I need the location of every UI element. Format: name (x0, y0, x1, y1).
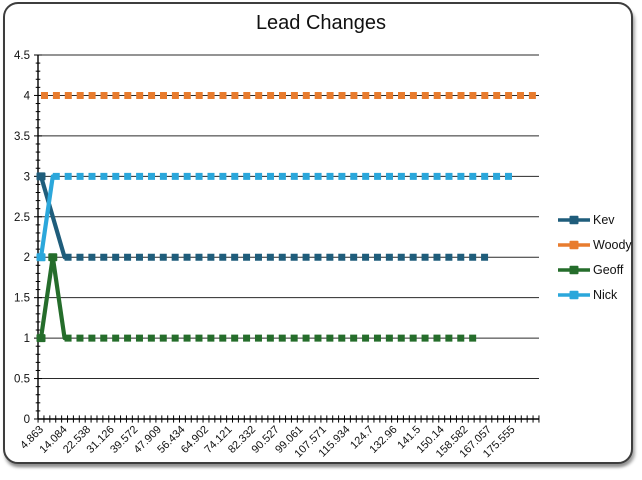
legend-swatch-line-marker-icon (557, 265, 591, 275)
chart-title: Lead Changes (0, 12, 642, 35)
legend-label: Kev (593, 213, 615, 227)
series-marker (37, 172, 46, 180)
legend-item-woody: Woody (557, 238, 639, 252)
legend-label: Nick (593, 288, 617, 302)
y-tick-label: 1.5 (14, 293, 30, 305)
series-nick (37, 176, 513, 261)
y-tick-label: 2.5 (14, 212, 30, 224)
series-marker (37, 253, 46, 261)
gridlines (38, 55, 539, 379)
y-tick-label: 3 (24, 171, 30, 183)
legend-swatch-line-marker-icon (557, 290, 591, 300)
y-axis-labels: 4.5 4 3.5 3 2.5 2 1.5 1 0.5 0 (14, 50, 31, 426)
legend-item-nick: Nick (557, 288, 639, 302)
series-kev (37, 172, 489, 257)
y-tick-label: 1 (24, 333, 30, 345)
legend-label: Woody (593, 238, 632, 252)
y-tick-label: 4.5 (14, 50, 30, 62)
legend-item-kev: Kev (557, 213, 639, 227)
y-tick-label: 0 (24, 414, 30, 426)
x-axis-labels: 4.86314.08422.53831.12639.57247.90956.43… (18, 424, 517, 461)
series-marker (48, 253, 57, 261)
y-tick-label: 2 (24, 252, 30, 264)
legend-label: Geoff (593, 263, 623, 277)
legend-swatch-line-marker-icon (557, 215, 591, 225)
legend-item-geoff: Geoff (557, 263, 639, 277)
y-tick-label: 4 (24, 90, 31, 102)
legend-swatch-line-marker-icon (557, 240, 591, 250)
y-tick-label: 3.5 (14, 131, 30, 143)
axes (38, 55, 539, 419)
legend: Kev Woody Geoff Nick (557, 213, 639, 313)
y-tick-label: 0.5 (14, 374, 30, 386)
plot-area: 4.5 4 3.5 3 2.5 2 1.5 1 0.5 04.86314.08422.53831.… (0, 0, 642, 480)
series-marker (37, 334, 46, 342)
